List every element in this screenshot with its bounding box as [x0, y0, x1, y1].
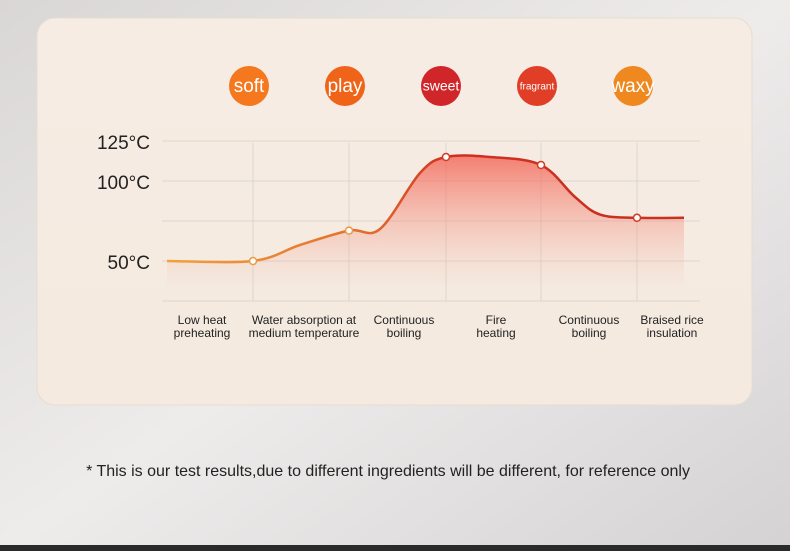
- marker: [441, 152, 451, 162]
- stage-label: Braised rice: [640, 313, 704, 327]
- marker: [632, 213, 642, 223]
- flavor-badge: [229, 66, 269, 106]
- stage-label: boiling: [572, 326, 607, 340]
- flavor-badge: [421, 66, 461, 106]
- flavor-badge: [517, 66, 557, 106]
- y-tick-label: 100°C: [97, 173, 150, 194]
- bottom-bar: [0, 545, 790, 551]
- stage-label: Continuous: [559, 313, 620, 327]
- marker: [344, 226, 354, 235]
- footnote: * This is our test results,due to differ…: [86, 463, 690, 480]
- flavor-label: play: [328, 76, 363, 97]
- y-tick-label: 125°C: [97, 133, 150, 154]
- stage-label: medium temperature: [249, 326, 360, 340]
- flavor-label: sweet: [423, 78, 460, 94]
- y-tick-label: 50°C: [108, 253, 150, 274]
- flavor-label: fragrant: [520, 82, 555, 93]
- stage-label: Fire: [486, 313, 507, 327]
- flavor-badge: [325, 66, 365, 106]
- stage-label: Low heat: [178, 313, 227, 327]
- flavor-badge: [613, 66, 653, 106]
- flavor-label: soft: [234, 76, 265, 97]
- stage-label: Water absorption at: [252, 313, 357, 327]
- marker: [536, 160, 546, 170]
- marker: [248, 256, 258, 266]
- flavor-label: waxy: [610, 76, 655, 97]
- stage-label: insulation: [647, 326, 698, 340]
- stage-label: boiling: [387, 326, 422, 340]
- area: [167, 155, 684, 285]
- stage-label: heating: [476, 326, 515, 340]
- stage-label: preheating: [174, 326, 231, 340]
- stage-label: Continuous: [374, 313, 435, 327]
